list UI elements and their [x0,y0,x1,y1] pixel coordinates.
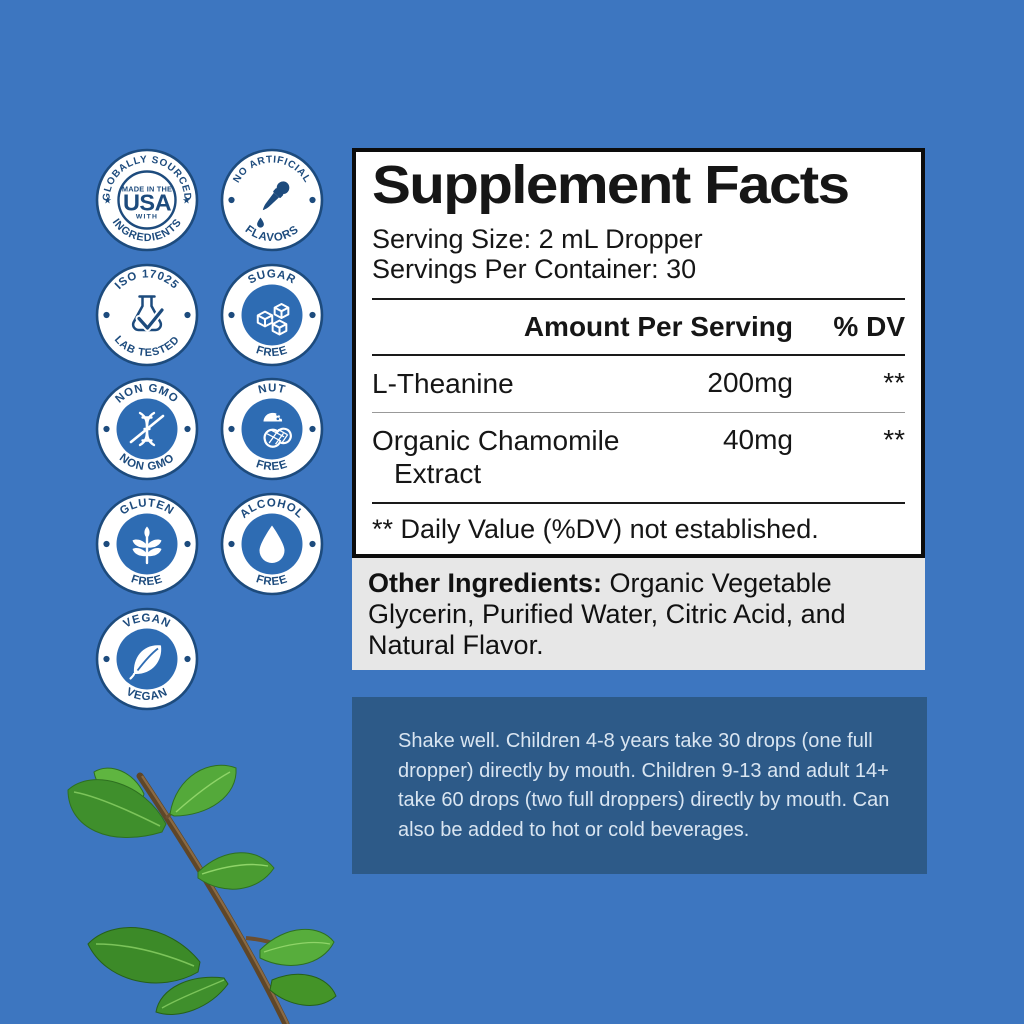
divider [372,502,905,504]
table-row: Organic Chamomile Extract 40mg ** [372,413,905,502]
servings-per-container: Servings Per Container: 30 [372,254,697,284]
badge-vegan: VEGAN VEGAN [95,607,199,711]
badge-iso-17025-lab-tested: ISO 17025 LAB TESTED [95,263,199,367]
divider [372,298,905,300]
badge-made-in-usa: GLOBALLY SOURCED INGREDIENTS ★ ★ MADE IN… [95,148,199,252]
badge-non-gmo: NON GMO NON GMO [95,377,199,481]
svg-text:MADE IN THE: MADE IN THE [122,185,172,194]
divider [372,412,905,413]
svg-text:★: ★ [103,196,112,207]
svg-text:WITH: WITH [136,214,158,221]
ingredient-dv: ** [883,367,905,398]
directions-box: Shake well. Children 4-8 years take 30 d… [352,697,927,874]
ingredient-dv: ** [883,424,905,455]
svg-text:★: ★ [182,196,191,207]
svg-text:FREE: FREE [255,344,290,359]
table-header-row: Amount Per Serving % DV [372,300,905,354]
leaf-branch-illustration [67,764,337,1024]
supplement-facts-panel: Supplement Facts Serving Size: 2 mL Drop… [352,148,925,558]
table-row: L-Theanine 200mg ** [372,356,905,412]
ingredient-amount: 40mg [722,424,793,455]
badge-nut-free: NUT FREE [220,377,324,481]
badge-sugar-free: SUGAR FREE [220,263,324,367]
divider [372,354,905,356]
svg-text:VEGAN: VEGAN [122,612,173,630]
ingredient-name: Organic Chamomile Extract [372,425,620,489]
daily-value-footnote: ** Daily Value (%DV) not established. [372,514,819,544]
svg-text:FREE: FREE [255,573,290,588]
column-percent-dv: % DV [833,311,905,342]
svg-text:USA: USA [123,190,172,216]
other-ingredients-label: Other Ingredients: [368,568,603,598]
column-amount-per-serving: Amount Per Serving [523,311,793,342]
badge-no-artificial-flavors: NO ARTIFICIAL FLAVORS [220,148,324,252]
svg-text:NUT: NUT [257,382,287,396]
svg-text:FREE: FREE [255,458,290,473]
svg-text:VEGAN: VEGAN [124,686,169,703]
svg-text:SUGAR: SUGAR [246,268,298,286]
directions-text: Shake well. Children 4-8 years take 30 d… [398,730,890,841]
ingredient-name: L-Theanine [372,368,514,399]
other-ingredients-box: Other Ingredients: Organic Vegetable Gly… [352,558,925,670]
plant-branch-image [48,752,353,1024]
svg-text:FREE: FREE [130,573,165,588]
ingredient-amount: 200mg [707,367,793,398]
badge-gluten-free: GLUTEN FREE [95,492,199,596]
serving-size: Serving Size: 2 mL Dropper [372,224,703,254]
other-ingredients-text: Organic Vegetable Glycerin, Purified Wat… [368,568,846,660]
badge-alcohol-free: ALCOHOL FREE [220,492,324,596]
panel-title: Supplement Facts [372,155,850,215]
